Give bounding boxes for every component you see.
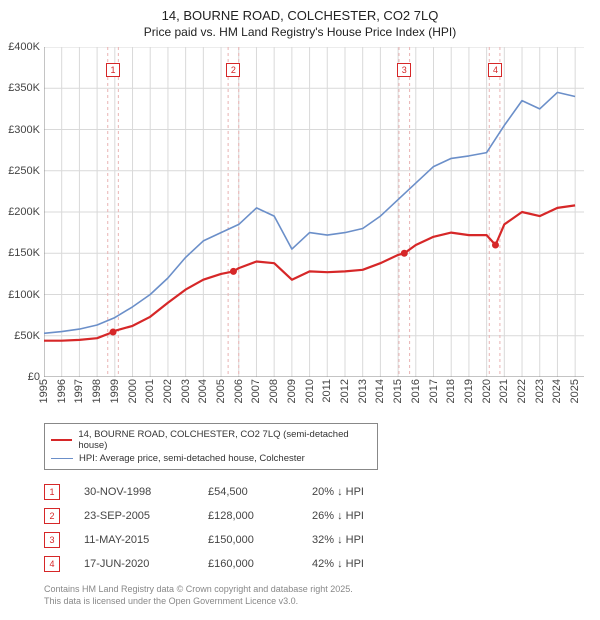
footnote-line1: Contains HM Land Registry data © Crown c… [44, 584, 600, 596]
event-marker-box: 3 [397, 63, 411, 77]
transaction-row: 4 17-JUN-2020 £160,000 42% ↓ HPI [44, 552, 564, 576]
x-axis-label: 2001 [144, 379, 156, 403]
x-axis-label: 2014 [374, 379, 386, 403]
event-marker-box: 4 [488, 63, 502, 77]
transaction-row: 1 30-NOV-1998 £54,500 20% ↓ HPI [44, 480, 564, 504]
legend-row: 14, BOURNE ROAD, COLCHESTER, CO2 7LQ (se… [51, 428, 371, 452]
y-axis-label: £300K [0, 124, 40, 136]
x-axis-labels: 1995199619971998199920002001200220032004… [44, 377, 584, 417]
transaction-date: 30-NOV-1998 [84, 486, 184, 498]
y-axis-label: £50K [0, 330, 40, 342]
event-marker-box: 1 [106, 63, 120, 77]
x-axis-label: 1996 [56, 379, 68, 403]
x-axis-label: 2009 [286, 379, 298, 403]
transaction-pct: 42% ↓ HPI [312, 558, 412, 570]
chart-title-line2: Price paid vs. HM Land Registry's House … [0, 25, 600, 39]
transaction-pct: 20% ↓ HPI [312, 486, 412, 498]
x-axis-label: 2007 [250, 379, 262, 403]
transaction-date: 17-JUN-2020 [84, 558, 184, 570]
x-axis-label: 2016 [410, 379, 422, 403]
x-axis-label: 2000 [127, 379, 139, 403]
transaction-marker: 2 [44, 508, 60, 524]
chart-title-line1: 14, BOURNE ROAD, COLCHESTER, CO2 7LQ [0, 8, 600, 23]
transaction-date: 11-MAY-2015 [84, 534, 184, 546]
chart-svg [44, 47, 584, 377]
transaction-pct: 26% ↓ HPI [312, 510, 412, 522]
x-axis-label: 1995 [38, 379, 50, 403]
y-axis-label: £250K [0, 165, 40, 177]
title-block: 14, BOURNE ROAD, COLCHESTER, CO2 7LQ Pri… [0, 0, 600, 39]
transaction-price: £150,000 [208, 534, 288, 546]
transaction-price: £54,500 [208, 486, 288, 498]
x-axis-label: 2019 [463, 379, 475, 403]
x-axis-label: 2004 [197, 379, 209, 403]
x-axis-label: 2020 [481, 379, 493, 403]
legend-label: 14, BOURNE ROAD, COLCHESTER, CO2 7LQ (se… [78, 429, 371, 451]
x-axis-label: 2022 [516, 379, 528, 403]
transaction-row: 3 11-MAY-2015 £150,000 32% ↓ HPI [44, 528, 564, 552]
x-axis-label: 2011 [321, 379, 333, 403]
event-marker-box: 2 [226, 63, 240, 77]
chart-container: 14, BOURNE ROAD, COLCHESTER, CO2 7LQ Pri… [0, 0, 600, 607]
y-axis-label: £0 [0, 371, 40, 383]
transaction-pct: 32% ↓ HPI [312, 534, 412, 546]
x-axis-label: 2018 [445, 379, 457, 403]
transaction-marker: 4 [44, 556, 60, 572]
x-axis-label: 2012 [339, 379, 351, 403]
transaction-price: £128,000 [208, 510, 288, 522]
legend-swatch [51, 439, 72, 441]
x-axis-label: 2021 [498, 379, 510, 403]
x-axis-label: 2003 [180, 379, 192, 403]
x-axis-label: 1999 [109, 379, 121, 403]
x-axis-label: 2002 [162, 379, 174, 403]
x-axis-label: 1998 [91, 379, 103, 403]
x-axis-label: 2017 [428, 379, 440, 403]
transaction-row: 2 23-SEP-2005 £128,000 26% ↓ HPI [44, 504, 564, 528]
x-axis-label: 2024 [551, 379, 563, 403]
y-axis-label: £350K [0, 82, 40, 94]
legend-swatch [51, 458, 73, 459]
x-axis-label: 2005 [215, 379, 227, 403]
x-axis-label: 2008 [268, 379, 280, 403]
transactions-table: 1 30-NOV-1998 £54,500 20% ↓ HPI 2 23-SEP-2005… [44, 480, 564, 576]
transaction-marker: 1 [44, 484, 60, 500]
footnote: Contains HM Land Registry data © Crown c… [44, 584, 600, 607]
x-axis-label: 2023 [534, 379, 546, 403]
x-axis-label: 1997 [73, 379, 85, 403]
transaction-date: 23-SEP-2005 [84, 510, 184, 522]
x-axis-label: 2010 [304, 379, 316, 403]
y-axis-label: £150K [0, 247, 40, 259]
chart-area: £0£50K£100K£150K£200K£250K£300K£350K£400… [44, 47, 584, 377]
y-axis-label: £400K [0, 41, 40, 53]
footnote-line2: This data is licensed under the Open Gov… [44, 596, 600, 608]
x-axis-label: 2013 [357, 379, 369, 403]
legend-row: HPI: Average price, semi-detached house,… [51, 452, 371, 465]
transaction-marker: 3 [44, 532, 60, 548]
x-axis-label: 2025 [569, 379, 581, 403]
y-axis-label: £200K [0, 206, 40, 218]
x-axis-label: 2015 [392, 379, 404, 403]
transaction-price: £160,000 [208, 558, 288, 570]
legend-label: HPI: Average price, semi-detached house,… [79, 453, 305, 464]
x-axis-label: 2006 [233, 379, 245, 403]
y-axis-label: £100K [0, 289, 40, 301]
legend: 14, BOURNE ROAD, COLCHESTER, CO2 7LQ (se… [44, 423, 378, 470]
